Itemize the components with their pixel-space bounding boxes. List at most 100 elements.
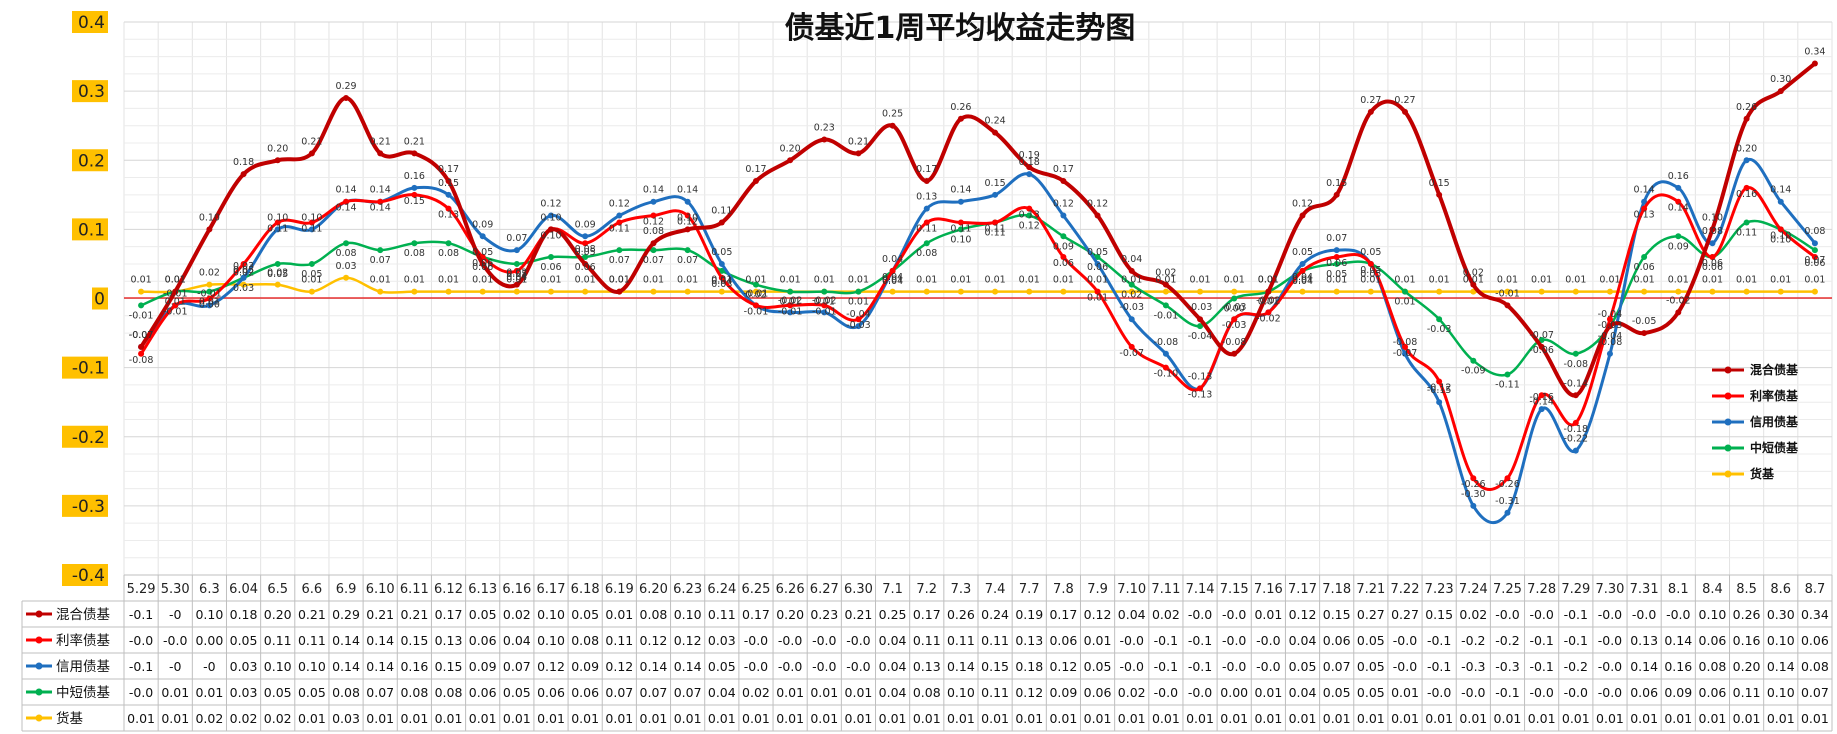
series-5-data-label: 0.01 [131,275,152,286]
table-cell: 0.07 [674,685,702,700]
x-tick-label: 6.26 [776,582,805,597]
series-3-data-label: 0.16 [404,171,425,182]
series-1-data-label: 0.30 [1770,74,1791,85]
table-cell: 0.07 [1801,685,1829,700]
series-5-point [923,288,930,295]
legend-swatch-marker [1724,418,1732,426]
series-5-point [1538,288,1545,295]
x-tick-label: 6.12 [434,582,463,597]
table-cell: 0.21 [366,607,394,622]
table-cell: 0.01 [127,711,155,726]
x-tick-label: 6.17 [537,582,566,597]
series-2-point [1128,343,1135,350]
series-5-data-label: 0.01 [1258,275,1279,286]
series-5-data-label: 0.01 [404,275,425,286]
table-cell: -0.0 [1188,607,1212,622]
series-2-point [855,316,862,323]
table-key-marker [35,662,43,670]
series-2-point [138,350,145,357]
x-tick-label: 6.16 [502,582,531,597]
series-2-point [1811,254,1818,261]
series-4-data-label: 0.06 [1087,262,1108,273]
series-5-point [138,288,145,295]
legend-label: 中短债基 [1750,440,1799,455]
series-1-point [240,171,247,178]
series-5-data-label: 0.01 [506,275,527,286]
series-5-data-label: 0.01 [609,275,630,286]
series-2-point [1675,198,1682,205]
series-3-point [992,191,999,198]
x-tick-label: 6.6 [302,582,323,597]
series-3-data-label: 0.14 [1770,185,1791,196]
series-4-point [1641,254,1648,261]
table-cell: 0.07 [503,659,531,674]
series-1-data-label: 0.08 [643,226,664,237]
series-3-point [513,247,520,254]
series-5-data-label: 0.01 [950,275,971,286]
series-3-point [582,233,589,240]
series-2-point [1060,254,1067,261]
table-cell: 0.12 [1289,607,1317,622]
table-cell: 0.20 [1733,659,1761,674]
series-2-data-label: 0.11 [950,223,971,234]
table-cell: 0.01 [1528,711,1556,726]
series-4-data-label: 0.09 [1668,241,1689,252]
x-tick-label: 5.29 [127,582,156,597]
table-cell: 0.01 [1118,711,1146,726]
series-5-point [513,288,520,295]
table-cell: 0.30 [1767,607,1795,622]
table-cell: 0.05 [469,607,497,622]
x-tick-label: 6.11 [400,582,429,597]
table-cell: 0.15 [981,659,1009,674]
series-3-point [684,198,691,205]
series-3-point [1606,350,1613,357]
x-tick-label: 6.13 [468,582,497,597]
series-4-data-label: 0.01 [199,297,220,308]
series-5-data-label: 0.01 [882,275,903,286]
series-1-point [1402,108,1408,115]
series-4-data-label: 0.07 [677,255,698,266]
table-cell: 0.01 [1289,711,1317,726]
series-1-point [138,343,145,350]
table-cell: -0.1 [1529,633,1553,648]
table-cell: 0.04 [1289,685,1317,700]
x-tick-label: 7.17 [1288,582,1317,597]
series-5-point [752,288,759,295]
series-3-point [479,233,486,240]
series-5-data-label: 0.01 [985,275,1006,286]
series-2-data-label: 0.06 [472,258,493,269]
series-2-data-label: 0.11 [609,223,630,234]
table-cell: 0.08 [435,685,463,700]
series-3-data-label: -0.04 [846,309,871,320]
series-2-point [1299,267,1306,274]
series-4-point [1811,247,1818,254]
table-key-marker [35,688,43,696]
series-5-point [1709,288,1716,295]
series-3-data-label: -0.03 [1119,302,1144,313]
series-1-data-label: 0.17 [916,164,937,175]
series-1-point [548,226,554,233]
table-cell: 0.14 [332,633,360,648]
series-1-point [1265,288,1272,295]
series-2-point [1094,288,1101,295]
series-1-data-label: 0.12 [1087,199,1108,210]
series-2-data-label: 0.06 [1804,258,1825,269]
series-3-data-label: 0.05 [711,247,732,258]
series-4-point [411,240,418,247]
series-1-data-label: 0.21 [848,136,869,147]
series-2-data-label: -0.13 [1188,389,1213,400]
series-1-point [582,260,589,267]
series-2-point [1231,316,1238,323]
table-cell: 0.01 [1084,711,1112,726]
series-2-point [1402,343,1408,350]
series-3-point [1777,198,1784,205]
series-1-data-label: 0.34 [1804,46,1825,57]
x-tick-label: 6.19 [605,582,634,597]
series-4-data-label: -0.01 [129,310,154,321]
series-1-data-label: -0.07 [1529,330,1554,341]
series-1-point [1470,281,1477,288]
series-4-point [787,288,794,295]
x-tick-label: 7.21 [1356,582,1385,597]
table-cell: 0.01 [640,711,668,726]
y-tick-label: 0.3 [78,82,105,102]
